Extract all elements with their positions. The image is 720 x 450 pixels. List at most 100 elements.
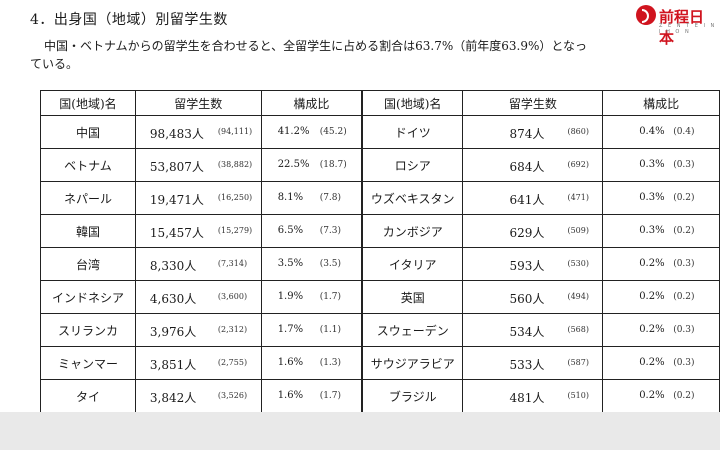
ratio-value: 6.5%	[277, 225, 304, 236]
country-left: ネパール	[40, 181, 136, 215]
students-left: 3,851人 (2,755)	[134, 346, 262, 380]
students-left: 8,330人 (7,314)	[134, 247, 262, 281]
prev-year-ratio: (1.7)	[319, 391, 342, 401]
bottom-bar	[0, 412, 720, 450]
country-right: ドイツ	[361, 115, 464, 149]
student-count: 53,807人	[149, 160, 204, 174]
prev-year-ratio: (0.2)	[673, 391, 695, 401]
ratio-left: 3.5% (3.5)	[260, 247, 363, 281]
students-by-country-table: 国(地域)名 留学生数 構成比 国(地域)名 留学生数 構成比 中国 98,483…	[40, 90, 720, 413]
students-right: 593人 (530)	[462, 247, 604, 281]
prev-year-count: (494)	[567, 292, 589, 301]
ratio-left: 22.5% (18.7)	[260, 148, 363, 182]
country-right: イタリア	[361, 247, 464, 281]
country-right: ブラジル	[361, 379, 464, 413]
students-left: 19,471人 (16,250)	[134, 181, 262, 215]
student-count: 19,471人	[149, 193, 204, 207]
ratio-value: 0.2%	[639, 357, 665, 368]
header-students-right: 留学生数	[462, 90, 604, 116]
student-count: 8,330人	[149, 259, 197, 273]
ratio-left: 1.6% (1.7)	[260, 379, 363, 413]
prev-year-count: (3,600)	[217, 292, 248, 301]
ratio-value: 1.9%	[277, 291, 304, 302]
header-students-left: 留学生数	[134, 90, 262, 116]
ratio-right: 0.2% (0.3)	[602, 313, 720, 347]
prev-year-ratio: (0.3)	[673, 325, 695, 335]
country-right: カンボジア	[361, 214, 464, 248]
country-left: 台湾	[40, 247, 136, 281]
student-count: 3,851人	[149, 358, 197, 372]
prev-year-ratio: (0.3)	[673, 160, 695, 170]
ratio-right: 0.2% (0.2)	[602, 280, 720, 314]
prev-year-count: (587)	[567, 358, 589, 367]
table-row: スリランカ 3,976人 (2,312) 1.7% (1.1) スウェーデン 534人 (56…	[40, 313, 720, 347]
country-right: ロシア	[361, 148, 464, 182]
prev-year-ratio: (3.5)	[319, 259, 342, 269]
students-right: 629人 (509)	[462, 214, 604, 248]
prev-year-count: (509)	[567, 226, 589, 235]
table-body: 中国 98,483人 (94,111) 41.2% (45.2) ドイツ 874人 (860)…	[40, 115, 720, 413]
students-left: 3,842人 (3,526)	[134, 379, 262, 413]
prev-year-ratio: (7.8)	[319, 193, 342, 203]
student-count: 3,842人	[149, 391, 197, 405]
prev-year-count: (15,279)	[217, 226, 253, 235]
prev-year-count: (3,526)	[217, 391, 248, 400]
student-count: 481人	[509, 391, 545, 405]
students-left: 15,457人 (15,279)	[134, 214, 262, 248]
students-left: 3,976人 (2,312)	[134, 313, 262, 347]
prev-year-count: (568)	[567, 325, 589, 334]
table-row: ミャンマー 3,851人 (2,755) 1.6% (1.3) サウジアラビア 533人 (5…	[40, 346, 720, 380]
students-left: 4,630人 (3,600)	[134, 280, 262, 314]
student-count: 593人	[509, 259, 545, 273]
prev-year-ratio: (0.4)	[673, 127, 695, 137]
ratio-left: 8.1% (7.8)	[260, 181, 363, 215]
country-right: サウジアラビア	[361, 346, 464, 380]
student-count: 560人	[509, 292, 545, 306]
ratio-right: 0.2% (0.3)	[602, 247, 720, 281]
table-header-row: 国(地域)名 留学生数 構成比 国(地域)名 留学生数 構成比	[40, 90, 720, 116]
table-row: インドネシア 4,630人 (3,600) 1.9% (1.7) 英国 560人 (494) 0…	[40, 280, 720, 314]
prev-year-count: (2,755)	[217, 358, 248, 367]
ratio-right: 0.2% (0.3)	[602, 346, 720, 380]
student-count: 684人	[509, 160, 545, 174]
prev-year-count: (860)	[567, 127, 589, 136]
ratio-value: 1.6%	[277, 390, 304, 401]
prev-year-ratio: (0.3)	[673, 358, 695, 368]
ratio-left: 1.9% (1.7)	[260, 280, 363, 314]
student-count: 534人	[509, 325, 545, 339]
country-right: スウェーデン	[361, 313, 464, 347]
student-count: 98,483人	[149, 127, 204, 141]
prev-year-ratio: (0.2)	[673, 226, 695, 236]
document-page: 4．出身国（地域）別留学生数 中国・ベトナムからの留学生を合わせると、全留学生に…	[30, 5, 720, 413]
country-left: スリランカ	[40, 313, 136, 347]
header-ratio-right: 構成比	[602, 90, 720, 116]
ratio-value: 0.2%	[639, 324, 665, 335]
prev-year-count: (2,312)	[217, 325, 248, 334]
header-country-right: 国(地域)名	[361, 90, 464, 116]
country-left: インドネシア	[40, 280, 136, 314]
table-row: ネパール 19,471人 (16,250) 8.1% (7.8) ウズベキスタン 641人 (…	[40, 181, 720, 215]
country-left: タイ	[40, 379, 136, 413]
students-left: 98,483人 (94,111)	[134, 115, 262, 149]
ratio-value: 3.5%	[277, 258, 304, 269]
student-count: 3,976人	[149, 325, 197, 339]
country-left: 中国	[40, 115, 136, 149]
ratio-right: 0.4% (0.4)	[602, 115, 720, 149]
student-count: 533人	[509, 358, 545, 372]
logo-subtext: Z E N T E I N I H O N	[659, 23, 717, 35]
prev-year-ratio: (7.3)	[319, 226, 342, 236]
summary-paragraph: 中国・ベトナムからの留学生を合わせると、全留学生に占める割合は63.7%（前年度…	[30, 37, 690, 73]
prev-year-ratio: (0.2)	[673, 292, 695, 302]
ratio-right: 0.3% (0.2)	[602, 214, 720, 248]
ratio-right: 0.2% (0.2)	[602, 379, 720, 413]
prev-year-count: (94,111)	[217, 127, 253, 136]
table-row: 台湾 8,330人 (7,314) 3.5% (3.5) イタリア 593人 (530) 0.2…	[40, 247, 720, 281]
ratio-left: 6.5% (7.3)	[260, 214, 363, 248]
prev-year-count: (530)	[567, 259, 589, 268]
country-left: ベトナム	[40, 148, 136, 182]
header-ratio-left: 構成比	[260, 90, 363, 116]
section-title: 4．出身国（地域）別留学生数	[30, 12, 228, 28]
prev-year-count: (16,250)	[217, 193, 253, 202]
students-right: 874人 (860)	[462, 115, 604, 149]
ratio-value: 0.3%	[639, 192, 665, 203]
